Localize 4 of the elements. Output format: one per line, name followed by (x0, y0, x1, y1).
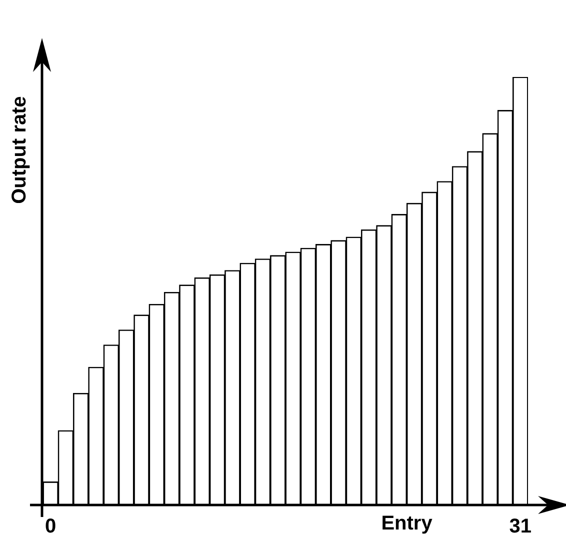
x-tick-label: 0 (45, 516, 56, 538)
x-axis-title: Entry (381, 512, 434, 535)
y-axis-title: Output rate (8, 96, 31, 204)
x-tick-label: 31 (509, 516, 532, 538)
